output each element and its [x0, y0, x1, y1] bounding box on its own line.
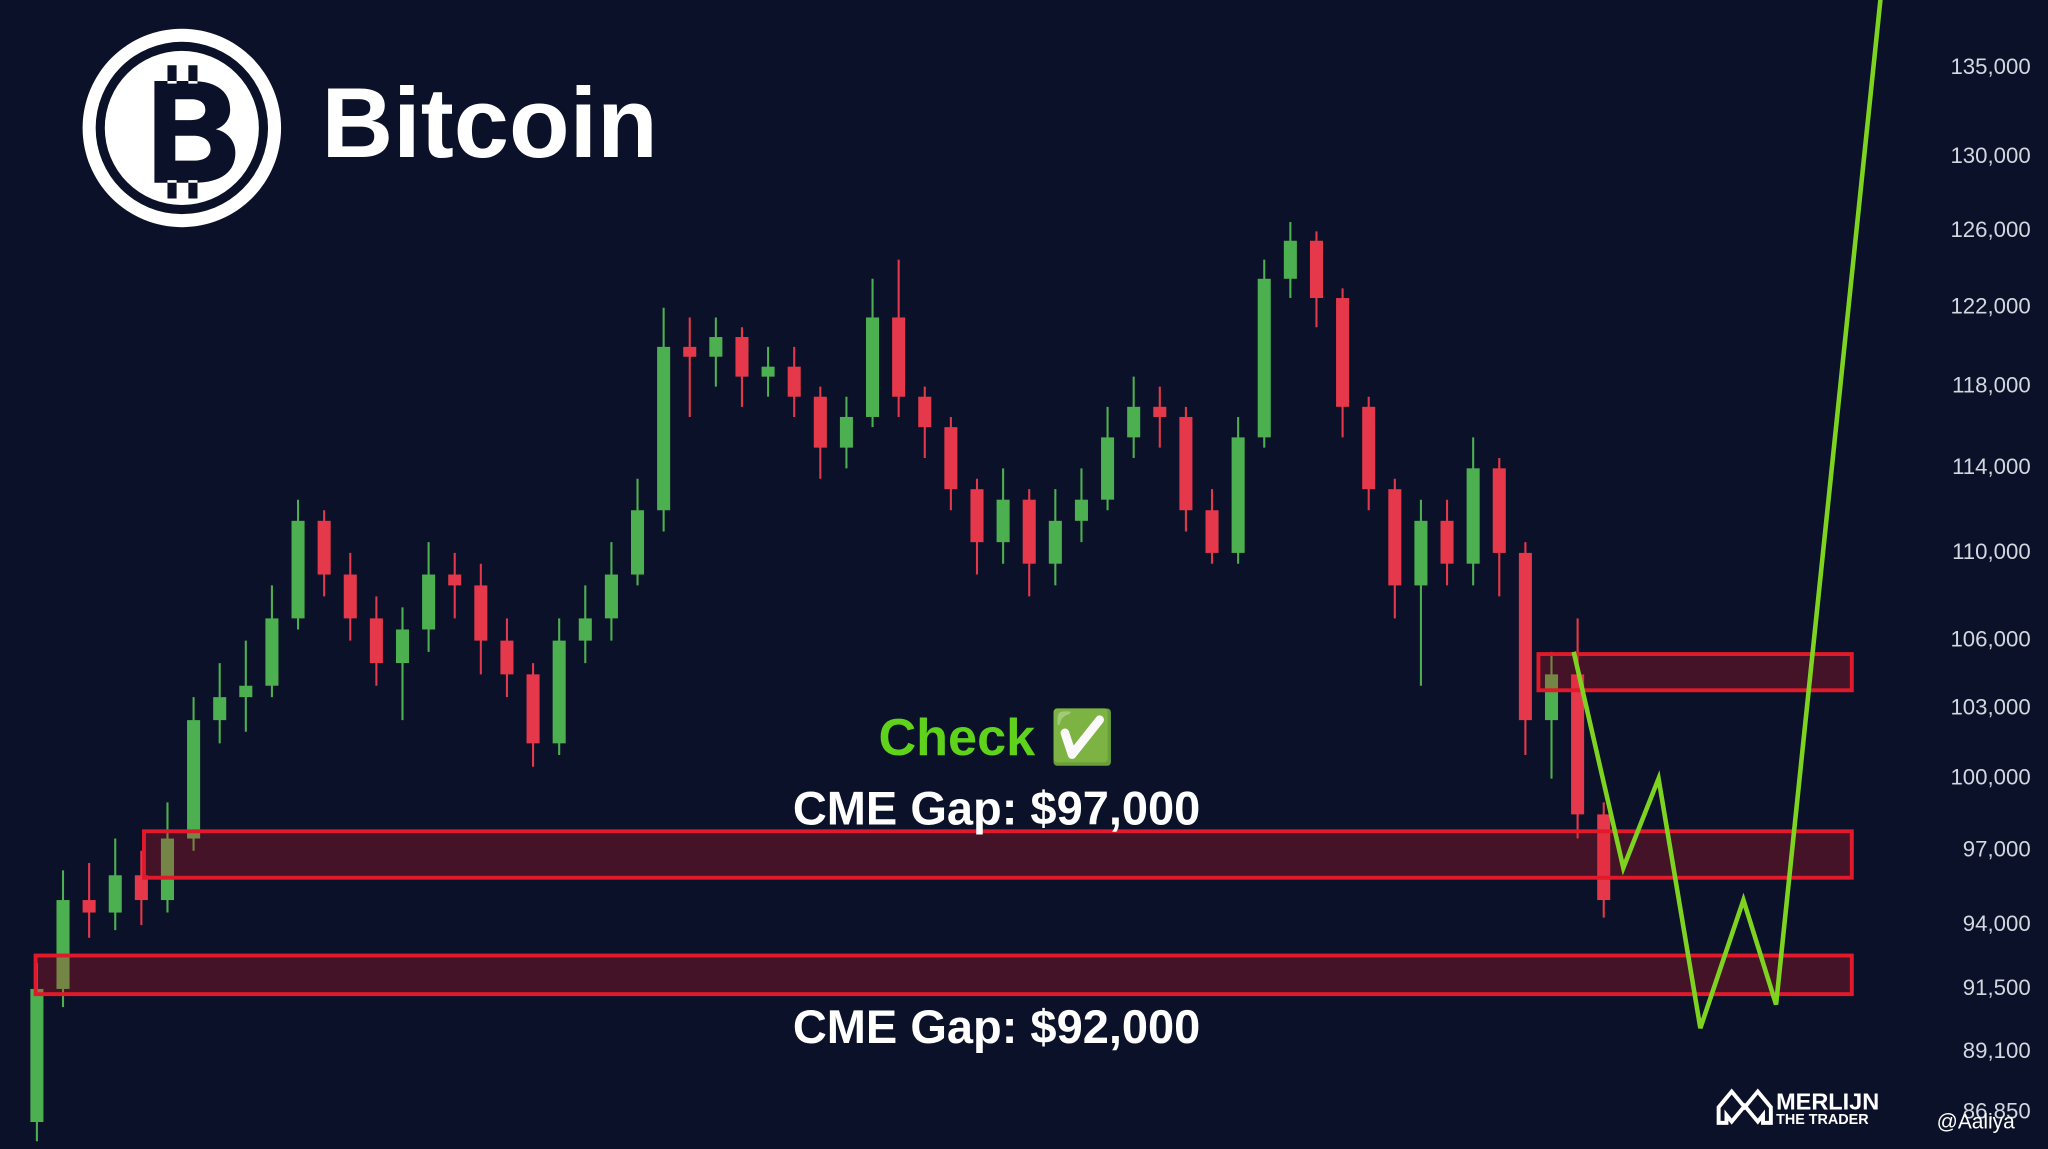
candle-body	[1205, 510, 1219, 553]
annotation: CME Gap: $97,000	[793, 781, 1201, 834]
candle-body	[526, 674, 540, 744]
candle-body	[422, 574, 436, 630]
y-tick-label: 114,000	[1952, 454, 2031, 479]
y-tick-label: 94,000	[1963, 911, 2031, 936]
candle-body	[735, 337, 749, 377]
candle-body	[1492, 468, 1506, 553]
watermark-handle: @Aaliya	[1937, 1110, 2015, 1133]
logo-b	[154, 65, 236, 199]
candle-body	[1518, 552, 1532, 721]
candle-body	[1466, 468, 1480, 564]
watermark-icon	[1716, 1088, 1773, 1125]
projection-line	[1571, 0, 1883, 1029]
candle-body	[1362, 406, 1376, 490]
candle-body	[1179, 416, 1193, 511]
candle-body	[213, 697, 227, 721]
y-tick-label: 103,000	[1950, 694, 2030, 719]
candle-body	[265, 618, 279, 686]
chart-title: Bitcoin	[322, 68, 658, 179]
candle-body	[839, 416, 853, 448]
candle-body	[1336, 298, 1350, 407]
candle-body	[1048, 520, 1062, 564]
candle-body	[187, 720, 201, 839]
candle-body	[1101, 437, 1115, 500]
y-tick-label: 106,000	[1950, 626, 2030, 651]
candle-body	[709, 337, 723, 357]
y-tick-label: 135,000	[1950, 54, 2030, 79]
candle-body	[578, 618, 592, 641]
candle-body	[317, 520, 331, 575]
candle-body	[1544, 674, 1559, 721]
candle-body	[657, 346, 671, 511]
candle-body	[448, 574, 462, 586]
candle-body	[1571, 674, 1585, 815]
candle-body	[787, 366, 801, 397]
candle-body	[866, 317, 880, 417]
candle-body	[918, 396, 932, 428]
candle-body	[996, 499, 1010, 543]
candle-body	[761, 366, 775, 377]
candle-body	[683, 346, 697, 357]
watermark-brand: MERLIJN	[1776, 1089, 1879, 1115]
candle-body	[892, 317, 906, 397]
candle-body	[1388, 489, 1402, 586]
y-tick-label: 100,000	[1950, 764, 2030, 789]
candle-body	[500, 640, 514, 675]
candle-body	[239, 685, 253, 698]
gap-zone	[1536, 652, 1854, 693]
watermark: MERLIJN THE TRADER @Aaliya	[1716, 1088, 2015, 1133]
candle-body	[630, 510, 645, 575]
candle-body	[160, 838, 175, 901]
candle-body	[944, 427, 958, 490]
candle-body	[604, 574, 618, 619]
y-tick-label: 126,000	[1950, 217, 2030, 242]
y-tick-label: 118,000	[1952, 373, 2031, 398]
candle-body	[1022, 499, 1036, 564]
gap-zone	[142, 829, 1854, 880]
candle-body	[108, 875, 122, 913]
gap-zone	[33, 953, 1854, 997]
y-tick-label: 97,000	[1963, 837, 2031, 862]
y-tick-label: 122,000	[1950, 294, 2030, 319]
annotation: Check ✅	[878, 707, 1114, 767]
candle-body	[82, 900, 96, 913]
candle-body	[474, 585, 488, 641]
annotation: CME Gap: $92,000	[793, 1000, 1201, 1053]
bitcoin-logo	[82, 28, 282, 228]
candle-body	[1414, 520, 1428, 586]
candle-body	[291, 520, 305, 619]
candle-body	[343, 574, 357, 619]
watermark-tagline: THE TRADER	[1776, 1112, 1869, 1128]
candle-body	[56, 900, 70, 989]
candle-body	[552, 640, 566, 744]
candle-body	[970, 489, 984, 543]
candle-body	[1127, 406, 1141, 438]
candle-body	[395, 629, 410, 664]
candle-body	[1074, 499, 1088, 521]
y-tick-label: 89,100	[1963, 1038, 2031, 1063]
candle-body	[1231, 437, 1245, 553]
y-tick-label: 86,850	[1963, 1098, 2031, 1123]
y-tick-label: 110,000	[1952, 539, 2031, 564]
candle-body	[1283, 240, 1297, 279]
candle-body	[1440, 520, 1454, 564]
candle-body	[134, 875, 148, 901]
candle-body	[1257, 278, 1271, 438]
y-tick-label: 130,000	[1950, 143, 2030, 168]
candle-body	[1309, 240, 1324, 299]
candle-body	[813, 396, 827, 448]
candle-body	[30, 988, 44, 1123]
candle-body	[369, 618, 383, 664]
plot-area: 135,000 130,000 126,000 122,000 118,000 114,0…	[30, 0, 2031, 1142]
y-tick-label: 91,500	[1963, 975, 2031, 1000]
candle-body	[1153, 406, 1167, 417]
